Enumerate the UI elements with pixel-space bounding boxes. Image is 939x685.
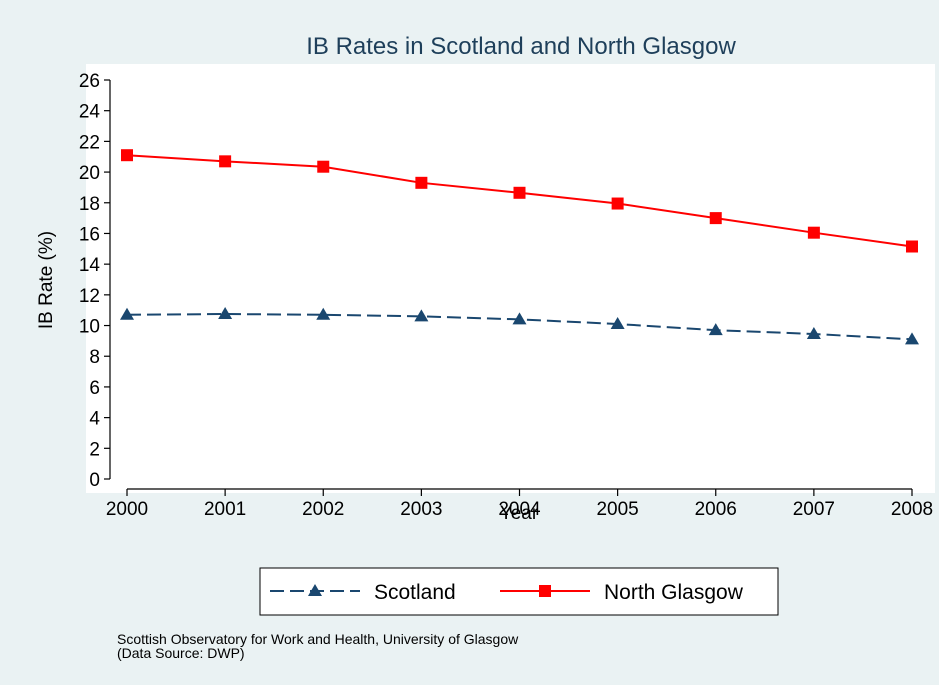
chart-title: IB Rates in Scotland and North Glasgow: [306, 33, 736, 60]
point-north-glasgow: [513, 186, 526, 199]
legend-marker-scotland: [308, 584, 322, 596]
x-tick-label: 2004: [498, 499, 541, 520]
y-tick-label: 0: [89, 470, 100, 491]
x-tick-label: 2007: [793, 499, 835, 520]
legend-label-north-glasgow: North Glasgow: [604, 581, 744, 604]
source-note-line-2: (Data Source: DWP): [117, 645, 245, 661]
y-tick-label: 14: [79, 255, 101, 276]
x-tick-label: 2003: [400, 499, 442, 520]
legend: Scotland North Glasgow: [259, 567, 779, 616]
plot-area: [86, 64, 935, 493]
series-layer: [120, 149, 919, 345]
point-scotland: [316, 307, 331, 320]
y-tick-label: 8: [89, 347, 100, 368]
point-north-glasgow: [219, 155, 232, 168]
y-tick-label: 6: [89, 378, 100, 399]
x-axis-title: Year: [500, 503, 539, 524]
x-axis-ticks: 2000 2001 2002 2003 2004 2005 2006 2007 2008: [106, 489, 933, 520]
point-scotland: [512, 312, 527, 325]
point-scotland: [708, 323, 723, 336]
point-scotland: [610, 317, 625, 330]
point-north-glasgow: [709, 212, 722, 225]
y-tick-label: 12: [79, 286, 100, 307]
y-tick-label: 10: [79, 317, 100, 338]
point-scotland: [905, 332, 919, 345]
point-north-glasgow: [317, 160, 330, 173]
y-tick-label: 20: [79, 163, 100, 184]
point-scotland: [806, 326, 821, 339]
y-tick-label: 26: [79, 71, 100, 92]
x-tick-label: 2000: [106, 499, 148, 520]
x-tick-label: 2001: [204, 499, 246, 520]
point-scotland: [218, 307, 233, 320]
source-note-line-1: Scottish Observatory for Work and Health…: [117, 631, 519, 647]
point-north-glasgow: [611, 197, 624, 210]
point-scotland: [120, 307, 134, 320]
legend-marker-north-glasgow: [539, 585, 551, 597]
y-tick-label: 4: [89, 409, 100, 430]
y-tick-label: 18: [79, 194, 100, 215]
y-tick-label: 2: [89, 439, 100, 460]
point-north-glasgow: [121, 149, 133, 162]
point-scotland: [414, 309, 429, 322]
point-north-glasgow: [906, 240, 918, 253]
y-tick-label: 16: [79, 224, 100, 245]
x-tick-label: 2006: [695, 499, 737, 520]
y-axis-title: IB Rate (%): [36, 231, 57, 329]
x-tick-label: 2008: [891, 499, 933, 520]
point-north-glasgow: [415, 176, 428, 189]
y-tick-label: 24: [79, 102, 101, 123]
point-north-glasgow: [807, 226, 820, 239]
y-tick-label: 22: [79, 132, 100, 153]
x-tick-label: 2002: [302, 499, 344, 520]
legend-label-scotland: Scotland: [374, 581, 456, 604]
x-tick-label: 2005: [596, 499, 638, 520]
